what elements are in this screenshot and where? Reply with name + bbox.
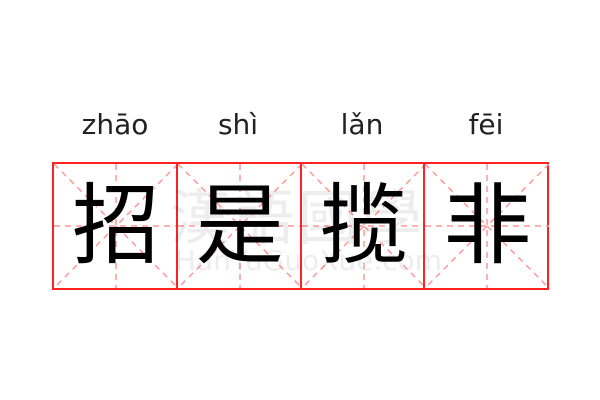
char-cell: 非 [423,162,550,290]
char-cell: 招 [52,162,178,290]
guide-lines [177,164,302,288]
character: 招 [71,174,160,277]
character: 非 [443,174,532,277]
guide-lines [425,164,550,288]
pinyin-1: zhāo [81,108,149,141]
watermark-chars: 漢語國學 [170,184,426,254]
pinyin-3: lǎn [340,108,384,141]
guide-lines [301,164,426,288]
char-cell: 揽 [299,162,426,290]
pinyin-4: fēi [468,108,504,141]
tianzige-grid: 招 是 揽 非 [52,162,550,290]
pinyin-2: shì [217,108,259,141]
watermark-url: HanYuGuoXue.com [175,244,443,277]
character: 是 [195,174,284,277]
guide-lines [54,164,178,288]
character: 揽 [319,174,408,277]
